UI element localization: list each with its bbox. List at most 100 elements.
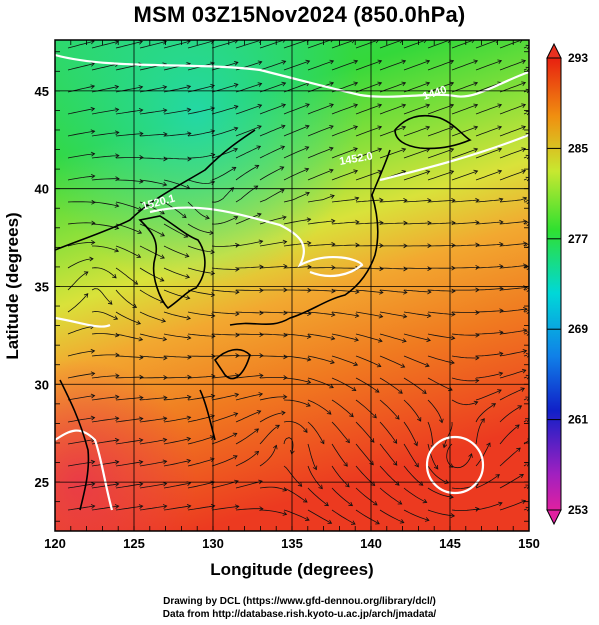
- streamline: [475, 170, 502, 181]
- streamline-arrow: [331, 312, 336, 317]
- streamline: [187, 311, 215, 317]
- streamline: [355, 487, 378, 506]
- streamline-arrow: [90, 415, 96, 421]
- streamline-arrow: [306, 217, 312, 223]
- streamline: [163, 333, 191, 339]
- streamline-arrow: [426, 313, 432, 318]
- streamline: [163, 482, 191, 489]
- streamline: [451, 377, 479, 382]
- y-tick-label: 30: [35, 377, 49, 392]
- streamline: [499, 40, 520, 49]
- streamline-arrow: [521, 81, 527, 86]
- streamline: [475, 418, 485, 445]
- streamline-arrow: [468, 453, 473, 458]
- streamline-arrow: [345, 438, 350, 444]
- streamline: [307, 195, 335, 203]
- y-tick-label: 25: [35, 475, 49, 490]
- colorbar-label: 261: [568, 413, 588, 427]
- streamline: [187, 201, 210, 219]
- streamline: [475, 221, 503, 225]
- streamline-arrow: [83, 293, 89, 298]
- streamline: [476, 331, 503, 335]
- streamline: [187, 179, 215, 184]
- streamline: [283, 311, 311, 315]
- streamline: [283, 103, 310, 115]
- temperature-field: [55, 40, 529, 531]
- streamline-arrow: [525, 154, 529, 160]
- streamline-arrow: [376, 362, 382, 368]
- streamline-arrow: [345, 482, 350, 488]
- streamline: [451, 244, 480, 247]
- streamline: [91, 41, 119, 49]
- streamline: [259, 104, 286, 115]
- streamline-arrow: [133, 280, 139, 285]
- streamline: [283, 355, 311, 361]
- streamline-arrow: [519, 40, 523, 43]
- streamline: [451, 148, 478, 159]
- streamline-arrow: [114, 84, 120, 90]
- streamline-arrow: [281, 81, 287, 87]
- streamline-arrow: [258, 40, 263, 44]
- streamline: [92, 245, 119, 252]
- streamline-arrow: [370, 481, 376, 487]
- streamline: [451, 333, 479, 336]
- streamline: [187, 458, 215, 467]
- streamline-arrow: [497, 125, 503, 131]
- streamline-arrow: [138, 416, 144, 422]
- streamline: [403, 377, 427, 394]
- streamline-arrow: [403, 289, 408, 295]
- streamline: [67, 201, 96, 203]
- streamline-arrow: [115, 394, 120, 400]
- streamline: [499, 148, 526, 159]
- streamline-arrow: [254, 450, 260, 456]
- streamline-arrow: [312, 465, 318, 471]
- streamline: [259, 486, 287, 491]
- streamline: [475, 104, 502, 115]
- streamline: [188, 154, 215, 159]
- plot-frame: [54, 39, 530, 532]
- streamline-arrow: [281, 60, 287, 65]
- streamline-arrow: [107, 300, 113, 305]
- streamline: [427, 170, 454, 181]
- streamline: [355, 222, 384, 225]
- streamline: [499, 350, 527, 357]
- y-axis: 25 30 35 40 45: [35, 84, 49, 490]
- streamline-arrow: [377, 103, 383, 109]
- streamline-arrow: [90, 61, 95, 67]
- streamline-arrow: [473, 147, 479, 153]
- streamline: [331, 244, 360, 247]
- streamline: [283, 399, 311, 407]
- streamline-arrow: [114, 247, 120, 253]
- streamline-arrow: [273, 444, 278, 450]
- streamline: [475, 310, 504, 313]
- streamline: [446, 443, 454, 468]
- streamline-arrow: [427, 266, 432, 272]
- streamline: [452, 266, 480, 269]
- streamline: [475, 372, 503, 379]
- streamline: [523, 178, 527, 181]
- streamline-arrow: [307, 240, 312, 246]
- streamline: [307, 377, 334, 388]
- streamline: [403, 104, 430, 115]
- streamline-arrow: [210, 292, 216, 297]
- streamline-arrow: [83, 271, 89, 276]
- streamline: [139, 505, 167, 511]
- x-tick-label: 145: [439, 536, 461, 551]
- streamline: [163, 396, 191, 401]
- streamline-arrow: [113, 315, 119, 320]
- streamline-arrow: [162, 181, 168, 187]
- streamline: [523, 419, 527, 423]
- streamline-arrow: [90, 348, 96, 354]
- streamline: [163, 311, 191, 319]
- streamline-arrow: [379, 266, 384, 272]
- streamline: [235, 410, 261, 423]
- streamline-arrow: [444, 479, 450, 485]
- x-tick-label: 125: [123, 536, 145, 551]
- streamline-arrow: [233, 126, 239, 132]
- streamline-arrow: [399, 40, 404, 44]
- colorbar-label: 293: [568, 51, 588, 65]
- streamline: [475, 502, 503, 511]
- streamline: [91, 461, 119, 467]
- streamline: [283, 40, 307, 49]
- streamline: [163, 289, 190, 299]
